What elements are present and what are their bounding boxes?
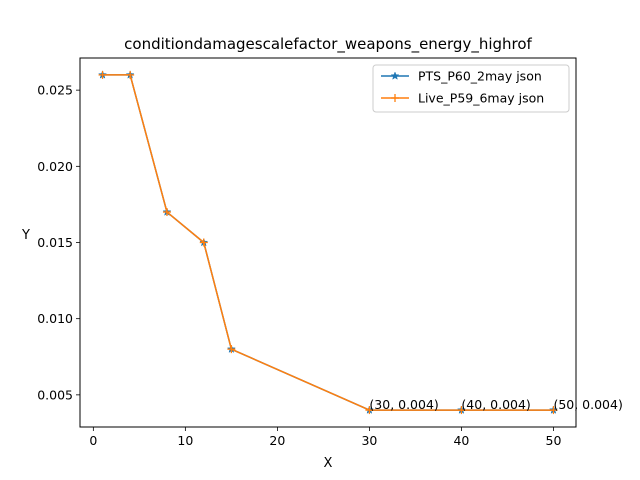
series-line [102,74,554,411]
x-tick-label: 50 [546,433,562,448]
legend-marker [391,94,399,102]
y-tick-label: 0.015 [37,235,73,250]
x-tick-label: 10 [177,433,193,448]
data-point-annotation: (50, 0.004) [553,397,622,412]
legend-marker [390,71,400,80]
chart-title: conditiondamagescalefactor_weapons_energ… [124,35,532,54]
data-point [549,406,558,415]
legend-frame [372,64,570,113]
y-tick-label: 0.005 [37,387,73,402]
data-point-annotation: (30, 0.004) [369,397,438,412]
x-axis-label: X [324,456,333,471]
y-tick-label: 0.020 [37,159,73,174]
x-tick-label: 20 [269,433,285,448]
data-point [365,406,374,415]
data-point [98,70,107,79]
data-point [162,208,171,217]
data-point [126,70,135,79]
y-tick-label: 0.010 [37,311,73,326]
legend-label: Live_P59_6may json [418,91,544,106]
tick-layer: 0 10 20 30 40 50 0.005 0.010 0.015 0.020 0.025 [37,83,561,448]
annotation-layer: (30, 0.004) (40, 0.004) (50, 0.004) [369,397,622,412]
data-point [457,406,466,415]
data-point [199,238,208,247]
y-tick-label: 0.025 [37,83,73,98]
x-tick-label: 0 [89,433,97,448]
legend-entry: Live_P59_6may json [381,91,544,106]
legend: PTS_P60_2may json Live_P59_6may json [372,64,570,113]
legend-entries: PTS_P60_2may json Live_P59_6may json [381,69,544,106]
x-tick-label: 30 [361,433,377,448]
plot-area [80,58,576,427]
legend-label: PTS_P60_2may json [418,69,542,84]
x-tick-label: 40 [453,433,469,448]
data-point-annotation: (40, 0.004) [461,397,530,412]
legend-entry: PTS_P60_2may json [381,69,542,84]
series-layer [98,70,558,415]
plot-frame [79,57,577,428]
series-2 [98,70,558,415]
data-point [227,345,236,354]
y-axis-label: Y [21,228,30,243]
